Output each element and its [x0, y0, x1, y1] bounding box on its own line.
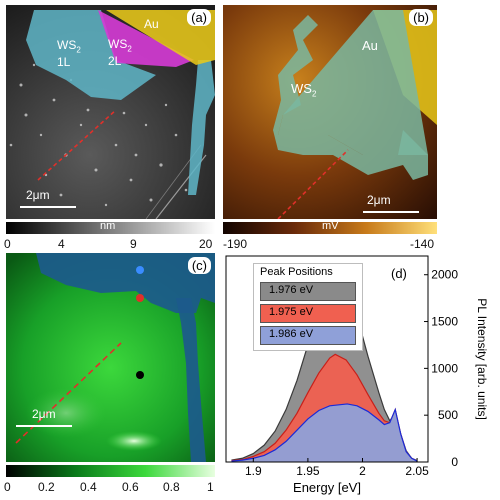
panel-a-tag: (a) [187, 9, 211, 26]
panel-a-colorbar-tick: 9 [130, 237, 137, 251]
panel-c-colorbar-tick: 0.2 [38, 480, 55, 494]
panel-a-scalebar [20, 206, 76, 208]
plot-frame [225, 255, 429, 463]
panel-a-colorbar-tick: 20 [199, 237, 213, 251]
panel-a-afm-topography: WS2 1L WS2 2L Au (a) 2μm [6, 5, 215, 219]
panel-c-pl-map: (c) 2μm [6, 253, 215, 462]
panel-a-colorbar-unit: nm [100, 220, 116, 232]
series-layer [231, 277, 418, 462]
panel-a-colorbar [6, 222, 215, 234]
x-axis-label: Energy [eV] [293, 480, 361, 495]
panel-b-colorbar-tick: -190 [223, 237, 248, 251]
panel-c-colorbar-tick: 1 [207, 480, 214, 494]
y-tick-label: 500 [438, 408, 458, 422]
x-tick-label: 1.95 [296, 464, 320, 478]
panel-c-tag: (c) [187, 257, 211, 274]
y-axis-label: PL Intensity [arb. units] [475, 298, 489, 420]
legend-item-gray: 1.976 eV [260, 282, 356, 301]
panel-b-scalebar [363, 211, 419, 213]
panel-c-scalebar [16, 425, 72, 427]
panel-c-colorbar [6, 465, 215, 477]
panel-a-label-ws2-2l: WS2 2L [108, 37, 132, 69]
panel-d-legend: Peak Positions 1.976 eV 1.975 eV 1.986 e… [253, 263, 363, 351]
panel-c-colorbar-tick: 0 [4, 480, 11, 494]
panel-b-label-ws2: WS2 [291, 81, 317, 99]
y-tick-label: 1500 [431, 315, 458, 329]
x-tick-label: 2.05 [405, 464, 429, 478]
y-tick-label: 0 [451, 455, 458, 469]
panel-c-image [6, 253, 215, 462]
panel-a-image [6, 5, 215, 219]
panel-b-tag: (b) [409, 9, 433, 26]
panel-c-colorbar-tick: 0.6 [122, 480, 139, 494]
x-tick-label: 2 [359, 464, 366, 478]
panel-d-tag: (d) [391, 266, 407, 281]
panel-b-scalebar-label: 2μm [367, 193, 391, 207]
panel-b-image [223, 5, 437, 219]
series-line [231, 403, 418, 462]
panel-c-colorbar-tick: 0.4 [80, 480, 97, 494]
panel-c-colorbar-tick: 0.8 [163, 480, 180, 494]
panel-a-colorbar-tick: 0 [4, 237, 11, 251]
series-area [231, 403, 418, 462]
panel-c-scalebar-label: 2μm [32, 407, 56, 421]
y-tick-label: 1000 [431, 361, 458, 375]
panel-b-colorbar-unit: mV [322, 220, 339, 232]
x-tick-label: 1.9 [245, 464, 262, 478]
y-tick-label: 2000 [431, 268, 458, 282]
legend-item-red: 1.975 eV [260, 304, 356, 323]
panel-b-label-au: Au [362, 38, 378, 53]
panel-b-colorbar [223, 222, 437, 234]
legend-item-blue: 1.986 eV [260, 326, 356, 345]
panel-b-colorbar-tick: -140 [410, 237, 435, 251]
panel-a-label-au: Au [144, 17, 159, 31]
axes-layer: 1.9 1.95 2 2.05 0 500 1000 1500 2000 Energy [eV] P… [225, 255, 489, 495]
panel-b-kpfm-map: WS2 Au (b) 2μm [223, 5, 437, 219]
panel-a-label-ws2-1l: WS2 1L [57, 38, 81, 70]
panel-a-scalebar-label: 2μm [26, 188, 50, 202]
legend-title: Peak Positions [260, 266, 333, 278]
panel-a-colorbar-tick: 4 [58, 237, 65, 251]
